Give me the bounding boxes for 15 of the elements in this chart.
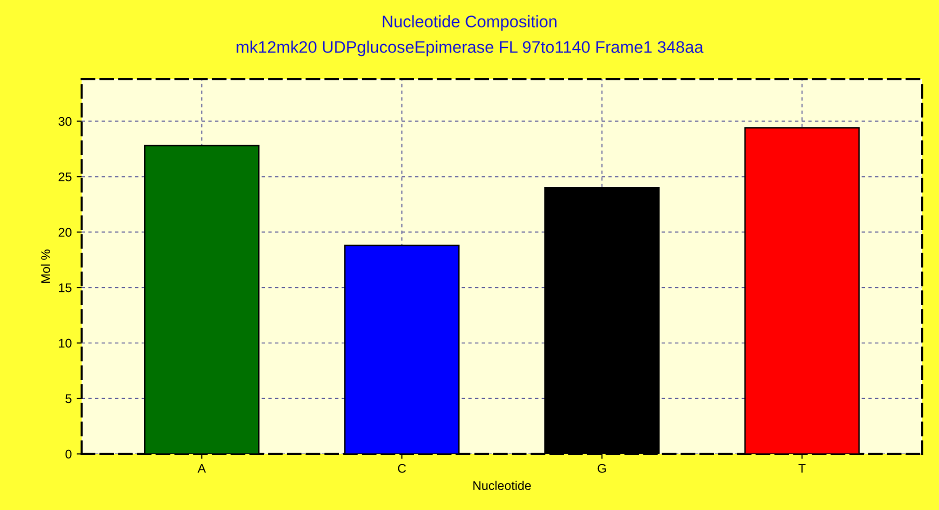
- y-tick-label: 30: [58, 116, 72, 126]
- x-axis-title: Nucleotide: [473, 480, 531, 490]
- y-tick-label: 15: [59, 283, 72, 292]
- y-axis-title: Mol %: [40, 250, 50, 283]
- y-tick-label: 25: [58, 172, 72, 182]
- chart-subtitle: mk12mk20 UDPglucoseEpimerase FL 97to1140 Frame1 348aa: [236, 40, 704, 56]
- x-tick-label: C: [398, 464, 406, 473]
- y-tick-label: 10: [59, 338, 72, 348]
- y-tick-label: 20: [58, 228, 72, 237]
- chart-title: Nucleotide Composition: [382, 15, 556, 31]
- y-tick-label: 5: [66, 394, 72, 404]
- x-tick-label: G: [598, 464, 606, 473]
- x-tick-label: A: [198, 464, 206, 473]
- y-tick-label: 0: [66, 450, 72, 459]
- x-tick-label: T: [798, 464, 806, 473]
